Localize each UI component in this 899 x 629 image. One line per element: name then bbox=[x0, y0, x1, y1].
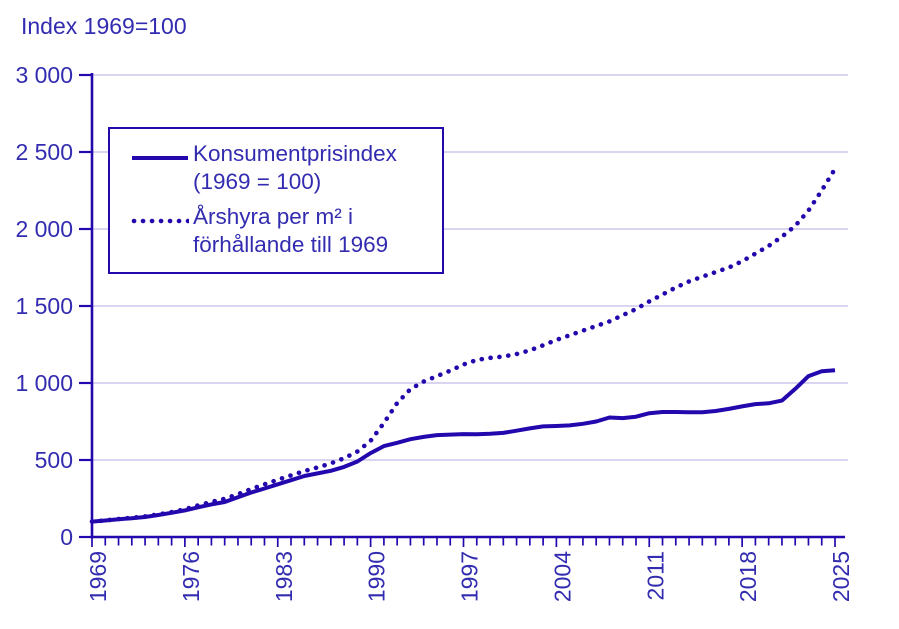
x-tick-label: 1969 bbox=[85, 551, 111, 602]
x-tick-label: 1997 bbox=[457, 551, 483, 602]
legend-label-kpi-line2: (1969 = 100) bbox=[193, 169, 322, 194]
legend-label-rent-line1: Årshyra per m² i bbox=[193, 204, 354, 229]
dotted-line-swatch-icon bbox=[131, 203, 193, 230]
chart-title: Index 1969=100 bbox=[21, 13, 187, 39]
y-tick-label: 1 000 bbox=[15, 370, 73, 396]
x-tick-label: 1983 bbox=[271, 551, 297, 602]
x-tick-label: 2025 bbox=[828, 551, 854, 602]
y-tick-label: 2 500 bbox=[15, 139, 73, 165]
axis-tick-labels: 0 500 1 000 1 500 2 000 2 500 3 000 1969 1976 198… bbox=[15, 62, 854, 602]
series-lines bbox=[89, 166, 838, 524]
x-tick-label: 2004 bbox=[549, 551, 575, 602]
y-tick-label: 500 bbox=[35, 447, 73, 473]
legend: Konsumentprisindex (1969 = 100) Årshyra … bbox=[108, 127, 444, 274]
axes bbox=[79, 73, 845, 547]
x-tick-label: 1976 bbox=[178, 551, 204, 602]
solid-line-swatch-icon bbox=[131, 140, 193, 167]
x-tick-label: 2018 bbox=[735, 551, 761, 602]
legend-label-kpi: Konsumentprisindex (1969 = 100) bbox=[193, 140, 397, 196]
series-line-kpi bbox=[91, 368, 836, 524]
y-tick-label: 3 000 bbox=[15, 62, 73, 88]
y-tick-label: 0 bbox=[60, 524, 73, 550]
legend-item-rent: Årshyra per m² i förhållande till 1969 bbox=[131, 203, 438, 259]
y-tick-label: 2 000 bbox=[15, 216, 73, 242]
legend-label-rent: Årshyra per m² i förhållande till 1969 bbox=[193, 203, 388, 259]
legend-label-kpi-line1: Konsumentprisindex bbox=[193, 141, 397, 166]
x-tick-label: 1990 bbox=[364, 551, 390, 602]
x-tick-label: 2011 bbox=[642, 551, 668, 600]
legend-label-rent-line2: förhållande till 1969 bbox=[193, 232, 389, 257]
series-line-rent bbox=[89, 166, 838, 524]
y-tick-label: 1 500 bbox=[15, 293, 73, 319]
legend-item-kpi: Konsumentprisindex (1969 = 100) bbox=[131, 140, 438, 196]
